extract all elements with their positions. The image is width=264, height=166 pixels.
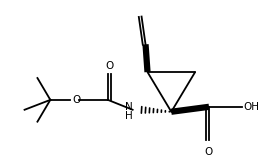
Text: O: O [72,95,80,105]
Text: O: O [205,147,213,157]
Text: N: N [125,102,133,112]
Text: H: H [125,111,133,121]
Text: OH: OH [244,102,260,112]
Text: O: O [106,61,114,71]
